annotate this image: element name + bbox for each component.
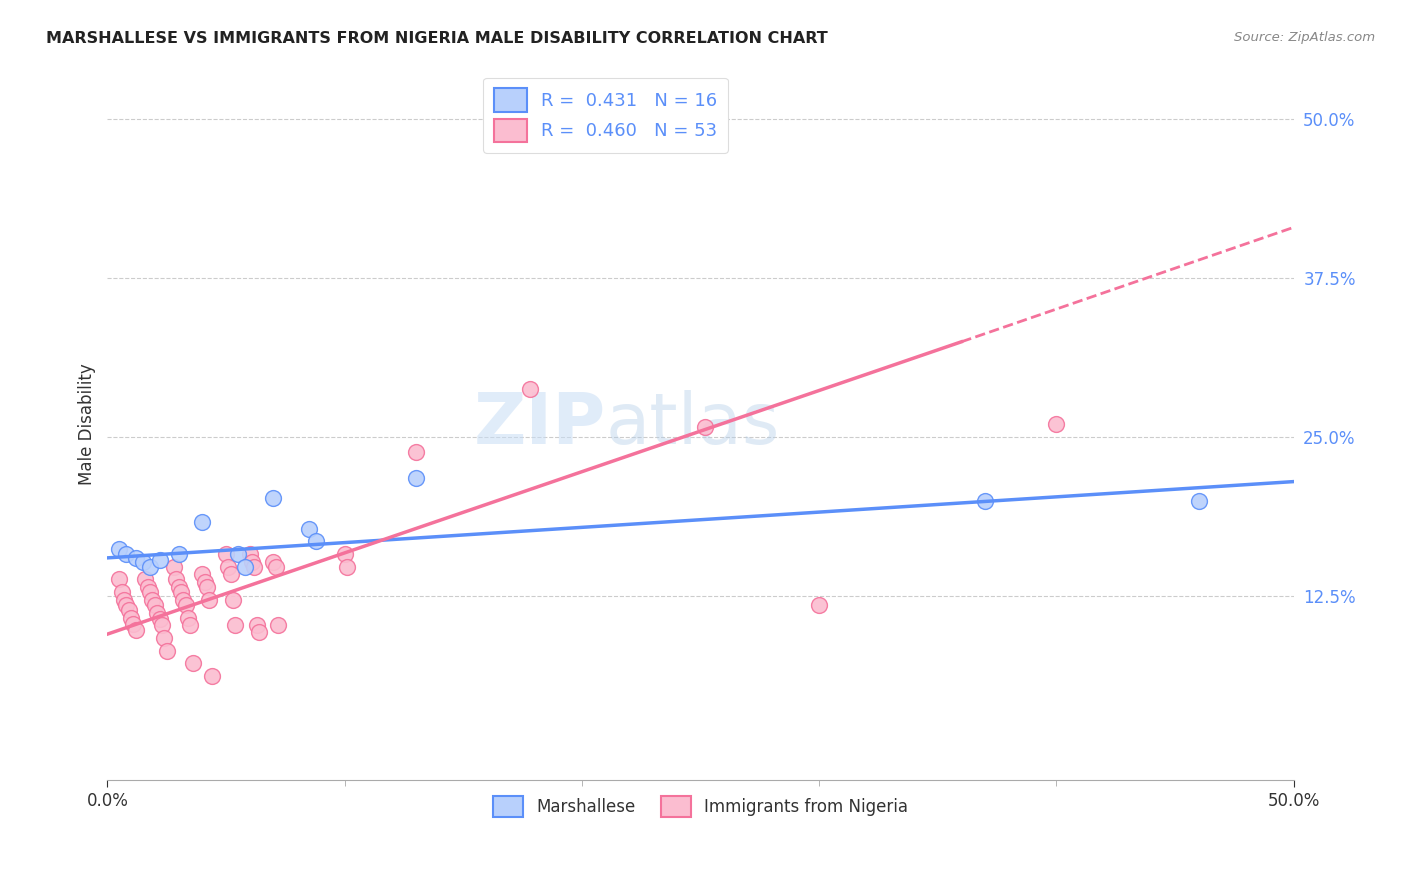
Point bbox=[141, 592, 163, 607]
Point bbox=[1187, 493, 1209, 508]
Point bbox=[194, 574, 217, 589]
Point bbox=[336, 559, 359, 574]
Point bbox=[139, 585, 162, 599]
Point bbox=[146, 606, 169, 620]
Point bbox=[156, 643, 179, 657]
Point bbox=[153, 631, 176, 645]
Point bbox=[262, 555, 284, 569]
Point bbox=[222, 592, 245, 607]
Point bbox=[170, 585, 193, 599]
Text: ZIP: ZIP bbox=[474, 390, 606, 458]
Point bbox=[247, 624, 270, 639]
Point bbox=[217, 559, 239, 574]
Point bbox=[243, 559, 266, 574]
Point bbox=[623, 122, 645, 136]
Point bbox=[195, 580, 218, 594]
Point bbox=[108, 573, 131, 587]
Point bbox=[150, 618, 173, 632]
Text: MARSHALLESE VS IMMIGRANTS FROM NIGERIA MALE DISABILITY CORRELATION CHART: MARSHALLESE VS IMMIGRANTS FROM NIGERIA M… bbox=[46, 31, 828, 46]
Text: Source: ZipAtlas.com: Source: ZipAtlas.com bbox=[1234, 31, 1375, 45]
Text: atlas: atlas bbox=[606, 390, 780, 458]
Point bbox=[246, 618, 269, 632]
Point bbox=[139, 559, 162, 574]
Point bbox=[115, 547, 138, 561]
Point bbox=[226, 547, 249, 561]
Point bbox=[181, 657, 204, 671]
Point bbox=[148, 553, 170, 567]
Point bbox=[262, 491, 284, 505]
Point bbox=[125, 624, 148, 638]
Point bbox=[163, 559, 186, 574]
Point bbox=[974, 493, 997, 508]
Point bbox=[219, 567, 242, 582]
Point bbox=[264, 559, 287, 574]
Point bbox=[201, 669, 224, 683]
Point bbox=[125, 550, 148, 565]
Point bbox=[808, 598, 831, 612]
Point bbox=[134, 573, 156, 587]
Point bbox=[305, 534, 328, 549]
Point bbox=[239, 547, 262, 561]
Point bbox=[108, 541, 131, 556]
Point bbox=[405, 445, 427, 459]
Point bbox=[519, 382, 541, 396]
Point bbox=[191, 567, 214, 582]
Y-axis label: Male Disability: Male Disability bbox=[79, 364, 96, 485]
Point bbox=[267, 618, 290, 632]
Point bbox=[143, 598, 166, 612]
Point bbox=[405, 471, 427, 485]
Point bbox=[1045, 417, 1067, 432]
Legend: Marshallese, Immigrants from Nigeria: Marshallese, Immigrants from Nigeria bbox=[485, 788, 917, 825]
Point bbox=[179, 618, 201, 632]
Point bbox=[191, 516, 214, 530]
Point bbox=[240, 555, 263, 569]
Point bbox=[120, 610, 142, 624]
Point bbox=[167, 547, 190, 561]
Point bbox=[122, 617, 145, 632]
Point bbox=[215, 547, 238, 561]
Point bbox=[112, 592, 135, 607]
Point bbox=[233, 559, 256, 574]
Point bbox=[167, 580, 190, 594]
Point bbox=[136, 580, 159, 594]
Point bbox=[110, 585, 132, 599]
Point bbox=[695, 420, 717, 434]
Point bbox=[224, 618, 246, 632]
Point bbox=[298, 522, 321, 536]
Point bbox=[165, 573, 187, 587]
Point bbox=[198, 592, 221, 607]
Point bbox=[172, 592, 194, 607]
Point bbox=[148, 612, 170, 626]
Point bbox=[177, 610, 200, 624]
Point bbox=[333, 547, 356, 561]
Point bbox=[118, 603, 141, 617]
Point bbox=[115, 598, 138, 612]
Point bbox=[174, 598, 197, 612]
Point bbox=[132, 555, 155, 569]
